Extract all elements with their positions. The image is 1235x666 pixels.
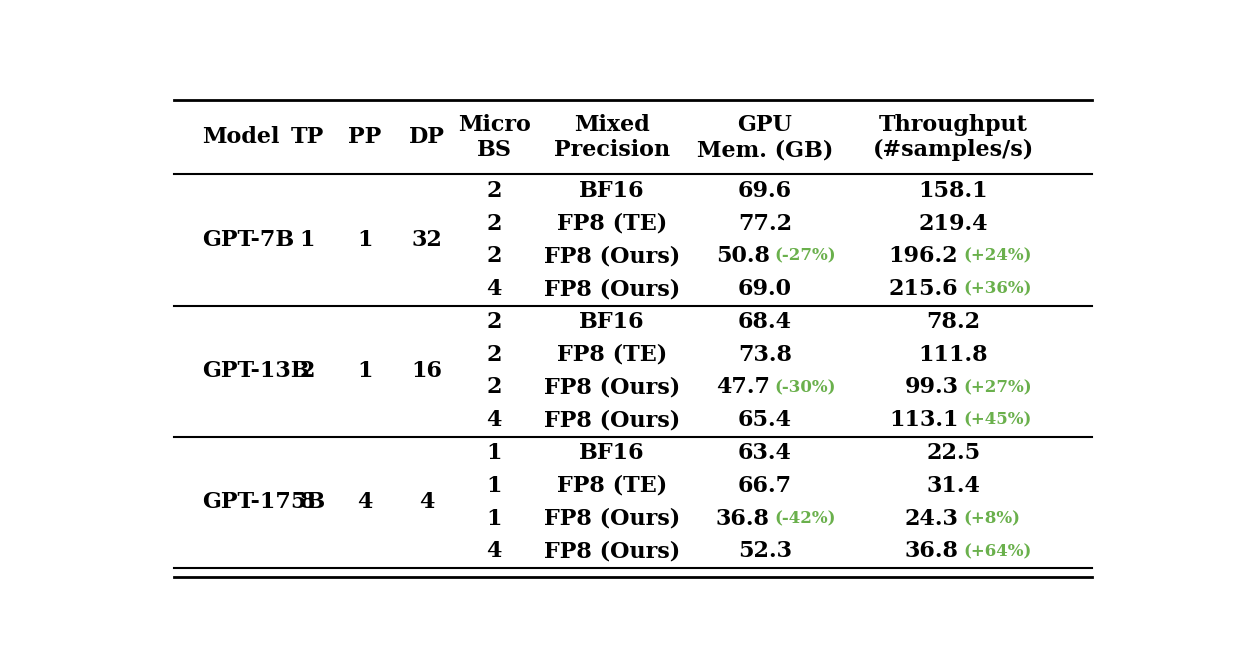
- Text: 2: 2: [300, 360, 315, 382]
- Text: 215.6: 215.6: [889, 278, 958, 300]
- Text: GPT-7B: GPT-7B: [203, 229, 294, 251]
- Text: 113.1: 113.1: [889, 410, 958, 432]
- Text: 4: 4: [357, 492, 373, 513]
- Text: 68.4: 68.4: [739, 311, 792, 333]
- Text: 99.3: 99.3: [904, 376, 958, 398]
- Text: BF16: BF16: [579, 311, 645, 333]
- Text: 219.4: 219.4: [919, 212, 988, 234]
- Text: (+36%): (+36%): [963, 280, 1031, 298]
- Text: 31.4: 31.4: [926, 475, 981, 497]
- Text: 1: 1: [300, 229, 315, 251]
- Text: (+24%): (+24%): [963, 248, 1031, 265]
- Text: 50.8: 50.8: [716, 245, 769, 267]
- Text: 78.2: 78.2: [926, 311, 981, 333]
- Text: 2: 2: [487, 212, 501, 234]
- Text: Model: Model: [203, 127, 279, 149]
- Text: FP8 (Ours): FP8 (Ours): [543, 540, 680, 562]
- Text: 63.4: 63.4: [739, 442, 792, 464]
- Text: 36.8: 36.8: [904, 540, 958, 562]
- Text: (-30%): (-30%): [774, 379, 836, 396]
- Text: 2: 2: [487, 376, 501, 398]
- Text: 1: 1: [357, 360, 373, 382]
- Text: FP8 (Ours): FP8 (Ours): [543, 410, 680, 432]
- Text: FP8 (TE): FP8 (TE): [557, 212, 667, 234]
- Text: Micro
BS: Micro BS: [458, 114, 531, 161]
- Text: BF16: BF16: [579, 442, 645, 464]
- Text: (+27%): (+27%): [963, 379, 1031, 396]
- Text: 69.0: 69.0: [739, 278, 792, 300]
- Text: FP8 (TE): FP8 (TE): [557, 344, 667, 366]
- Text: PP: PP: [348, 127, 382, 149]
- Text: GPT-175B: GPT-175B: [203, 492, 326, 513]
- Text: GPT-13B: GPT-13B: [203, 360, 310, 382]
- Text: 8: 8: [300, 492, 315, 513]
- Text: 1: 1: [487, 475, 501, 497]
- Text: 66.7: 66.7: [739, 475, 792, 497]
- Text: 1: 1: [357, 229, 373, 251]
- Text: (-27%): (-27%): [774, 248, 836, 265]
- Text: 24.3: 24.3: [904, 507, 958, 529]
- Text: FP8 (Ours): FP8 (Ours): [543, 245, 680, 267]
- Text: 2: 2: [487, 245, 501, 267]
- Text: 77.2: 77.2: [739, 212, 792, 234]
- Text: 4: 4: [487, 278, 501, 300]
- Text: 4: 4: [420, 492, 435, 513]
- Text: BF16: BF16: [579, 180, 645, 202]
- Text: 65.4: 65.4: [739, 410, 792, 432]
- Text: (+45%): (+45%): [963, 412, 1031, 429]
- Text: FP8 (Ours): FP8 (Ours): [543, 278, 680, 300]
- Text: 16: 16: [411, 360, 442, 382]
- Text: Mixed
Precision: Mixed Precision: [553, 114, 669, 161]
- Text: 32: 32: [411, 229, 442, 251]
- Text: 1: 1: [487, 442, 501, 464]
- Text: 47.7: 47.7: [716, 376, 769, 398]
- Text: 111.8: 111.8: [919, 344, 988, 366]
- Text: (-42%): (-42%): [774, 510, 836, 527]
- Text: 196.2: 196.2: [889, 245, 958, 267]
- Text: 36.8: 36.8: [716, 507, 769, 529]
- Text: 4: 4: [487, 410, 501, 432]
- Text: TP: TP: [291, 127, 324, 149]
- Text: FP8 (Ours): FP8 (Ours): [543, 376, 680, 398]
- Text: 52.3: 52.3: [739, 540, 792, 562]
- Text: (+8%): (+8%): [963, 510, 1020, 527]
- Text: Throughput
(#samples/s): Throughput (#samples/s): [873, 114, 1034, 161]
- Text: 158.1: 158.1: [919, 180, 988, 202]
- Text: 2: 2: [487, 344, 501, 366]
- Text: 22.5: 22.5: [926, 442, 981, 464]
- Text: 4: 4: [487, 540, 501, 562]
- Text: FP8 (TE): FP8 (TE): [557, 475, 667, 497]
- Text: 73.8: 73.8: [739, 344, 792, 366]
- Text: (+64%): (+64%): [963, 543, 1031, 560]
- Text: FP8 (Ours): FP8 (Ours): [543, 507, 680, 529]
- Text: 1: 1: [487, 507, 501, 529]
- Text: 2: 2: [487, 180, 501, 202]
- Text: 2: 2: [487, 311, 501, 333]
- Text: DP: DP: [409, 127, 445, 149]
- Text: 69.6: 69.6: [739, 180, 792, 202]
- Text: GPU
Mem. (GB): GPU Mem. (GB): [697, 114, 834, 161]
